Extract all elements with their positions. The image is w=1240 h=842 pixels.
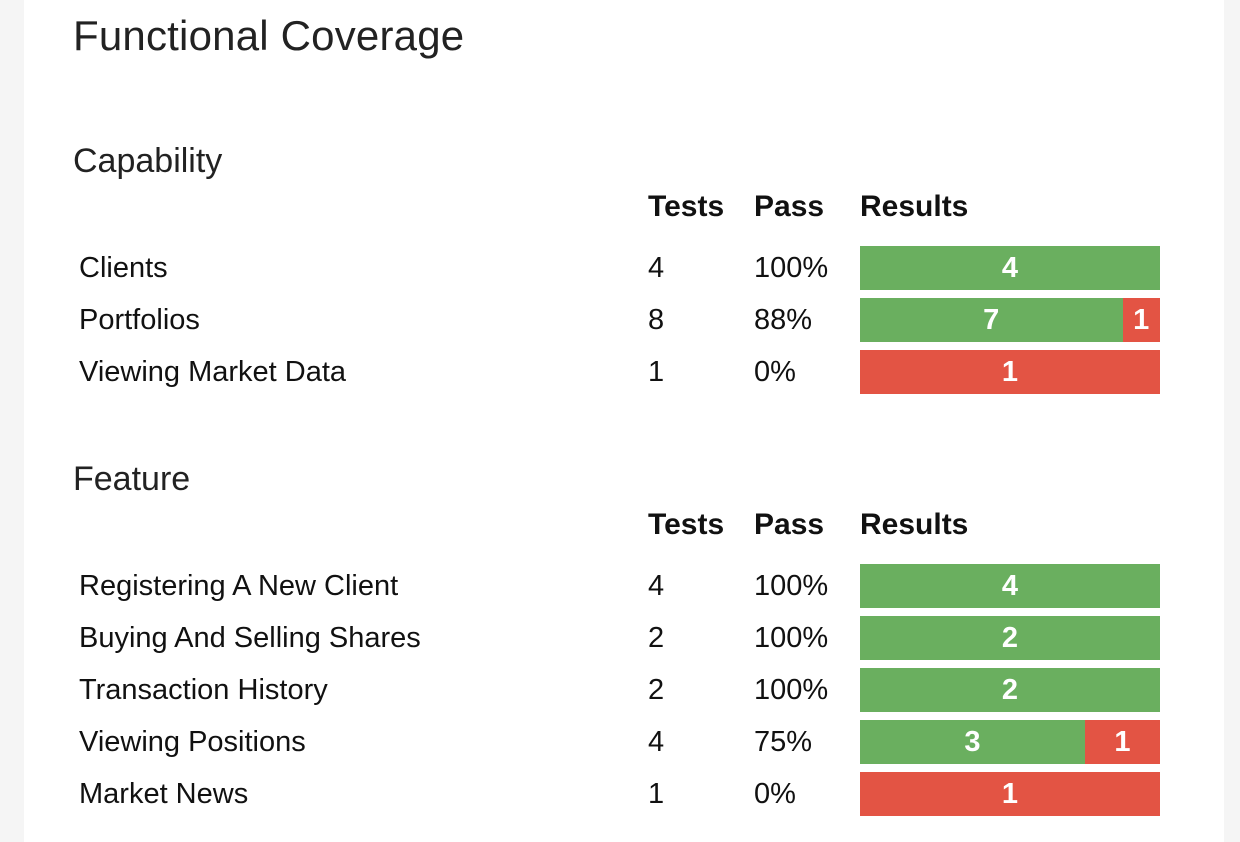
- row-name: Portfolios: [79, 304, 200, 336]
- row-pass-rate: 0%: [754, 356, 796, 388]
- row-tests-count: 1: [648, 778, 665, 810]
- row-name: Transaction History: [79, 674, 328, 706]
- table-row[interactable]: Portfolios 8 88% 7 1: [24, 298, 1224, 342]
- row-name: Clients: [79, 252, 168, 284]
- column-header-results: Results: [860, 508, 969, 541]
- column-header-tests: Tests: [648, 508, 725, 541]
- row-name: Viewing Positions: [79, 726, 306, 758]
- results-bar: 2: [860, 616, 1160, 660]
- row-tests-count: 4: [648, 726, 665, 758]
- results-bar: 1: [860, 772, 1160, 816]
- results-bar-failed-segment: 1: [860, 350, 1160, 394]
- row-tests-count: 2: [648, 674, 665, 706]
- table-row[interactable]: Buying And Selling Shares 2 100% 2: [24, 616, 1224, 660]
- section-title: Capability: [73, 142, 223, 180]
- results-bar-failed-segment: 1: [1085, 720, 1160, 764]
- results-bar-passed-segment: 2: [860, 616, 1160, 660]
- row-name: Registering A New Client: [79, 570, 399, 602]
- table-row[interactable]: Transaction History 2 100% 2: [24, 668, 1224, 712]
- table-row[interactable]: Clients 4 100% 4: [24, 246, 1224, 290]
- results-bar-failed-segment: 1: [1122, 298, 1160, 342]
- section-title: Feature: [73, 460, 191, 498]
- results-bar: 4: [860, 564, 1160, 608]
- column-header-pass: Pass: [754, 508, 825, 541]
- row-pass-rate: 100%: [754, 674, 829, 706]
- page-title: Functional Coverage: [73, 12, 465, 59]
- results-bar: 1: [860, 350, 1160, 394]
- row-pass-rate: 0%: [754, 778, 796, 810]
- row-tests-count: 4: [648, 252, 665, 284]
- row-pass-rate: 100%: [754, 622, 829, 654]
- results-bar-passed-segment: 4: [860, 246, 1160, 290]
- row-name: Viewing Market Data: [79, 356, 347, 388]
- results-bar-passed-segment: 7: [860, 298, 1123, 342]
- column-header-results: Results: [860, 190, 969, 223]
- row-name: Market News: [79, 778, 249, 810]
- results-bar: 2: [860, 668, 1160, 712]
- column-header-pass: Pass: [754, 190, 825, 223]
- row-tests-count: 1: [648, 356, 665, 388]
- row-pass-rate: 100%: [754, 252, 829, 284]
- report-panel: Functional Coverage Capability Tests Pas…: [24, 0, 1224, 842]
- table-row[interactable]: Registering A New Client 4 100% 4: [24, 564, 1224, 608]
- row-pass-rate: 100%: [754, 570, 829, 602]
- results-bar-passed-segment: 2: [860, 668, 1160, 712]
- row-tests-count: 2: [648, 622, 665, 654]
- results-bar-passed-segment: 4: [860, 564, 1160, 608]
- row-pass-rate: 75%: [754, 726, 813, 758]
- table-row[interactable]: Viewing Positions 4 75% 3 1: [24, 720, 1224, 764]
- row-tests-count: 8: [648, 304, 665, 336]
- row-pass-rate: 88%: [754, 304, 813, 336]
- row-name: Buying And Selling Shares: [79, 622, 421, 654]
- column-header-tests: Tests: [648, 190, 725, 223]
- table-row[interactable]: Viewing Market Data 1 0% 1: [24, 350, 1224, 394]
- table-row[interactable]: Market News 1 0% 1: [24, 772, 1224, 816]
- results-bar: 4: [860, 246, 1160, 290]
- results-bar-failed-segment: 1: [860, 772, 1160, 816]
- results-bar-passed-segment: 3: [860, 720, 1085, 764]
- row-tests-count: 4: [648, 570, 665, 602]
